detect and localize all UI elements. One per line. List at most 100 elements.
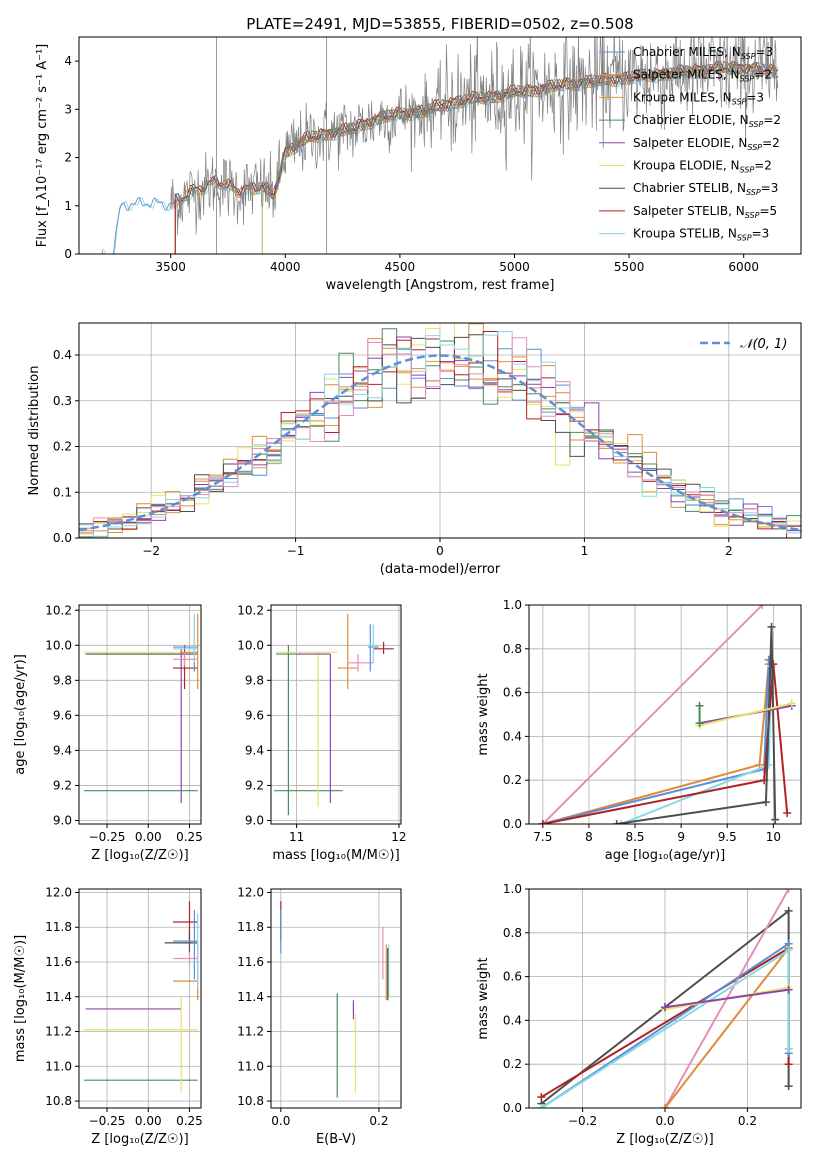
axes-age_vs_Z: −0.25 0.00 0.25 9.0 9.2 9.4 9.6 9.8 10.0 10.2 Z [l…	[13, 603, 203, 863]
weight-line-pink	[542, 605, 763, 824]
y-tick-label: 9.6	[245, 708, 264, 722]
y-tick-label: 10.2	[45, 603, 72, 617]
weight-marker	[695, 719, 704, 728]
weight-marker	[784, 946, 793, 955]
y-tick-label: 0.8	[503, 926, 522, 940]
y-axis-label: Normed distribution	[27, 366, 42, 496]
x-tick-label: 9.5	[718, 830, 737, 844]
weight-line-chabrier_miles	[542, 659, 770, 824]
weight-marker	[661, 1104, 669, 1108]
y-tick-label: 4	[64, 54, 72, 68]
weight-marker	[784, 1082, 793, 1091]
y-tick-label: 9.2	[53, 778, 72, 792]
y-tick-label: 11.4	[237, 990, 264, 1004]
legend-label: Kroupa ELODIE, NSSP=2	[633, 159, 772, 175]
plot-area-age_vs_Z	[83, 613, 199, 803]
plot-area-weight_vs_age	[538, 605, 796, 824]
weight-marker	[784, 1044, 793, 1053]
legend-label: Salpeter MILES, NSSP=2	[633, 68, 772, 84]
x-tick-label: 11	[289, 830, 304, 844]
y-tick-label: 0.0	[503, 1101, 522, 1115]
x-tick-label: 1	[581, 544, 589, 558]
y-axis-label: mass weight	[476, 957, 491, 1039]
x-axis-label: E(B-V)	[316, 1132, 356, 1147]
x-tick-label: 10	[766, 830, 781, 844]
weight-marker	[537, 1104, 546, 1108]
y-tick-label: 1.0	[503, 882, 522, 896]
y-tick-label: 0	[64, 247, 72, 261]
axes-frame	[78, 604, 202, 825]
y-tick-label: 0.6	[503, 686, 522, 700]
weight-marker	[771, 815, 780, 824]
normal-curve	[79, 354, 801, 532]
legend-label: Kroupa MILES, NSSP=3	[633, 90, 764, 106]
x-tick-label: −1	[287, 544, 305, 558]
y-axis-label: age [log₁₀(age/yr)]	[13, 654, 28, 775]
x-tick-label: 0.00	[135, 830, 162, 844]
x-tick-label: 8	[585, 830, 593, 844]
weight-marker	[784, 889, 793, 893]
weight-marker	[695, 701, 704, 710]
y-axis-label: mass [log₁₀(M/M☉)]	[13, 935, 28, 1062]
weight-line-salpeter_stelib	[542, 664, 789, 824]
plot-area-spectrum	[101, 37, 779, 254]
y-tick-label: 10.0	[45, 638, 72, 652]
axes-frame	[528, 604, 802, 825]
x-axis-label: Z [log₁₀(Z/Z☉)]	[91, 1132, 188, 1147]
y-tick-label: 9.8	[53, 673, 72, 687]
y-tick-label: 3	[64, 102, 72, 116]
plot-area-mass_vs_ebv	[280, 901, 390, 1098]
axes-residuals: −2 −1 0 1 2 0.0 0.1 0.2 0.3 0.4 (data-model)/error…	[27, 322, 802, 577]
legend-label: Chabrier ELODIE, NSSP=2	[633, 113, 781, 129]
plots-layer: 3500 4000 4500 5000 5500 600001234wavelength …	[13, 36, 802, 1147]
y-tick-label: 0.4	[503, 729, 522, 743]
axes-frame	[78, 888, 202, 1109]
weight-line-salpeter_miles	[664, 945, 790, 1108]
legend-label: Salpeter ELODIE, NSSP=2	[633, 136, 780, 152]
x-tick-label: 8.5	[625, 830, 644, 844]
x-tick-label: 0	[436, 544, 444, 558]
x-tick-label: 4000	[270, 260, 301, 274]
x-tick-label: 2	[725, 544, 733, 558]
weight-line-kroupa_stelib	[620, 666, 773, 824]
x-tick-label: 0.0	[271, 1114, 290, 1128]
y-tick-label: 9.6	[53, 708, 72, 722]
x-tick-label: 5500	[614, 260, 645, 274]
y-tick-label: 9.8	[245, 673, 264, 687]
weight-marker	[758, 605, 767, 609]
x-tick-label: 0.00	[135, 1114, 162, 1128]
weight-line-chabrier_stelib	[616, 626, 777, 824]
y-tick-label: 1	[64, 199, 72, 213]
y-tick-label: 11.6	[237, 955, 264, 969]
weight-marker	[784, 985, 793, 994]
y-tick-label: 2	[64, 151, 72, 165]
axes-mass_vs_Z: −0.25 0.00 0.25 10.8 11.0 11.2 11.4 11.6 11.8 12.…	[13, 885, 203, 1147]
y-tick-label: 1.0	[503, 598, 522, 612]
y-tick-label: 0.2	[503, 1057, 522, 1071]
x-axis-label: age [log₁₀(age/yr)]	[605, 848, 726, 863]
y-tick-label: 11.0	[237, 1059, 264, 1073]
x-tick-label: −0.25	[89, 830, 126, 844]
y-tick-label: 0.3	[53, 394, 72, 408]
spectrum-legend: Chabrier MILES, NSSP=3 Salpeter MILES, NS…	[599, 45, 781, 243]
legend-label: 𝒩(0, 1)	[740, 337, 787, 352]
y-tick-label: 11.2	[45, 1025, 72, 1039]
plot-area-weight_vs_Z	[537, 889, 793, 1108]
y-tick-label: 0.4	[503, 1013, 522, 1027]
axes-weight_vs_age: 7.5 8 8.5 9 9.5 10 0.0 0.2 0.4 0.6 0.8 1.0 age [log₁…	[476, 598, 802, 863]
x-tick-label: 6000	[728, 260, 759, 274]
y-tick-label: 10.8	[45, 1094, 72, 1108]
legend-label: Chabrier STELIB, NSSP=3	[633, 181, 778, 197]
y-tick-label: 0.2	[53, 440, 72, 454]
weight-marker	[617, 820, 626, 824]
legend-label: Chabrier MILES, NSSP=3	[633, 45, 773, 61]
y-tick-label: 11.8	[45, 920, 72, 934]
axes-age_vs_mass: 11 12 9.0 9.2 9.4 9.6 9.8 10.0 10.2 mass [log₁₀(M…	[237, 603, 406, 863]
y-tick-label: 11.6	[45, 955, 72, 969]
y-tick-label: 11.2	[237, 1025, 264, 1039]
weight-line-salpeter_elodie	[664, 988, 789, 1009]
y-tick-label: 0.8	[503, 642, 522, 656]
weight-marker	[767, 622, 776, 631]
y-tick-label: 9.2	[245, 778, 264, 792]
y-tick-label: 11.0	[45, 1059, 72, 1073]
